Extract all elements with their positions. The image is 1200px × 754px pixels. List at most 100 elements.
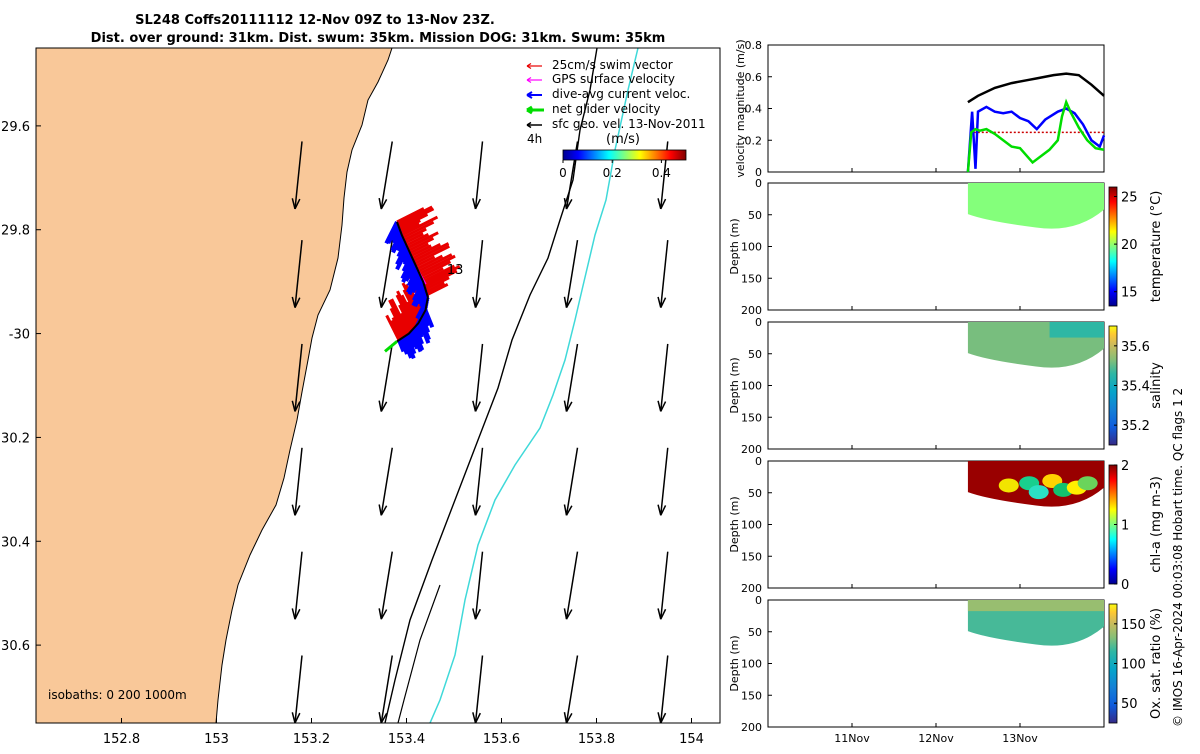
dive-avg-current-vector bbox=[411, 327, 425, 351]
legend-label: net glider velocity bbox=[552, 102, 660, 116]
section-y-tick-label: 200 bbox=[741, 582, 762, 595]
section-x-tick-label: 13Nov bbox=[1002, 732, 1038, 745]
map-x-tick-label: 153.4 bbox=[388, 732, 425, 747]
map-x-tick-label: 153 bbox=[204, 732, 229, 747]
velocity-series-line bbox=[966, 98, 1105, 173]
map-x-tick-label: 153.2 bbox=[293, 732, 330, 747]
velocity-arrow bbox=[378, 447, 393, 516]
velocity-arrow bbox=[291, 141, 303, 210]
section-colorbar-tick-label: 35.6 bbox=[1121, 340, 1150, 355]
dive-avg-current-vector bbox=[395, 247, 410, 271]
dive-avg-current-vector bbox=[396, 241, 408, 258]
section-y-tick-label: 200 bbox=[741, 721, 762, 734]
dive-avg-current-vector bbox=[406, 270, 421, 294]
map-y-tick-label: 30.2 bbox=[1, 431, 30, 446]
section-y-tick-label: 150 bbox=[741, 689, 762, 702]
section-surface-layer bbox=[967, 600, 1104, 612]
velocity-arrow bbox=[657, 551, 669, 620]
section-y-tick-label: 50 bbox=[748, 348, 762, 361]
legend-label: GPS surface velocity bbox=[552, 72, 675, 86]
track-map: 152.8 153 153.2 153.4 153.6 153.8 154 29.6 29.8 -… bbox=[1, 47, 721, 747]
dive-avg-current-vector bbox=[401, 259, 416, 283]
velocity-arrow bbox=[291, 655, 303, 723]
section-colorbar-tick-label: 0 bbox=[1121, 578, 1129, 593]
velocity-arrow bbox=[563, 655, 579, 723]
colorbar-tick-label: 0 bbox=[559, 166, 567, 180]
map-y-tick-label: 30.6 bbox=[1, 639, 30, 654]
section-y-tick-label: 200 bbox=[741, 443, 762, 456]
legend-label: 25cm/s swim vector bbox=[552, 58, 673, 72]
velocity-y-tick-label: 0 bbox=[755, 166, 762, 179]
velocity-arrow bbox=[378, 655, 393, 723]
swim-vector bbox=[412, 242, 450, 263]
velocity-axes-box bbox=[767, 44, 1105, 173]
glider-track-line bbox=[396, 221, 429, 343]
section-y-axis-label: Depth (m) bbox=[728, 635, 741, 691]
section-data-patch bbox=[998, 478, 1019, 493]
section-colorbar-label: temperature (°C) bbox=[1149, 191, 1164, 303]
legend-label: sfc geo. vel. 13-Nov-2011 bbox=[552, 117, 706, 131]
legend-sfc-geo-vel: sfc geo. vel. 13-Nov-2011 bbox=[526, 117, 706, 131]
swim-vector bbox=[425, 281, 446, 294]
dive-avg-current-vector bbox=[401, 249, 411, 263]
dive-avg-current-vector bbox=[402, 252, 412, 266]
section-y-tick-label: 50 bbox=[748, 626, 762, 639]
legend-gps-velocity: GPS surface velocity bbox=[526, 72, 675, 86]
swim-vector bbox=[390, 319, 403, 340]
swim-vector bbox=[411, 243, 441, 260]
section-surface-layer bbox=[1049, 322, 1104, 338]
swim-vector bbox=[424, 276, 450, 291]
velocity-arrow bbox=[291, 447, 303, 516]
dive-avg-current-vector bbox=[416, 322, 425, 336]
map-y-tick-label: 29.6 bbox=[1, 120, 30, 135]
dive-avg-current-vector bbox=[405, 334, 417, 355]
dive-avg-current-vector bbox=[395, 244, 409, 266]
velocity-y-tick-label: 0.2 bbox=[745, 134, 763, 147]
section-colorbar-tick-label: 35.4 bbox=[1121, 380, 1150, 395]
map-y-tick-label: -30 bbox=[9, 328, 30, 343]
velocity-arrow bbox=[657, 655, 669, 723]
velocity-arrow bbox=[378, 239, 393, 308]
legend-net-glider-velocity: net glider velocity bbox=[526, 102, 660, 116]
isobath-200m bbox=[384, 48, 598, 723]
swim-vector bbox=[403, 227, 427, 242]
swim-vector bbox=[406, 301, 420, 324]
section-colorbar-tick-label: 150 bbox=[1121, 618, 1146, 633]
section-colorbar-tick-label: 25 bbox=[1121, 191, 1138, 206]
swim-vector bbox=[385, 314, 401, 341]
section-y-tick-label: 0 bbox=[755, 594, 762, 607]
dive-avg-current-vector bbox=[399, 338, 409, 355]
isobath-200m-branch bbox=[397, 584, 441, 723]
section-colorbar-label: Ox. sat. ratio (%) bbox=[1149, 608, 1164, 719]
velocity-arrow bbox=[291, 240, 303, 308]
section-panel-temperature: 0 50 100 150 200 Depth (m) 15 20 25 temperature (… bbox=[728, 177, 1164, 317]
dive-avg-current-vector bbox=[391, 234, 404, 254]
section-data-patch bbox=[1077, 476, 1098, 491]
velocity-series-line bbox=[967, 72, 1105, 104]
dive-avg-current-vector bbox=[413, 325, 424, 345]
figure-title: SL248 Coffs20111112 12-Nov 09Z to 13-Nov… bbox=[135, 13, 495, 28]
legend-dive-avg-current: dive-avg current veloc. bbox=[526, 87, 690, 101]
section-panel-salinity: 0 50 100 150 200 Depth (m) 35.2 35.4 35.6 salinit… bbox=[728, 316, 1164, 456]
swim-vector bbox=[402, 220, 435, 239]
map-axes: 152.8 153 153.2 153.4 153.6 153.8 154 29.6 29.8 -… bbox=[1, 120, 704, 747]
section-y-tick-label: 50 bbox=[748, 209, 762, 222]
velocity-y-axis-label: velocity magnitude (m/s) bbox=[734, 39, 747, 177]
speed-colorbar bbox=[562, 149, 687, 161]
map-x-tick-label: 153.6 bbox=[483, 732, 520, 747]
section-colorbar-tick-label: 20 bbox=[1121, 238, 1138, 253]
velocity-y-tick-label: 0.6 bbox=[745, 71, 763, 84]
swim-vector bbox=[416, 254, 444, 271]
section-y-tick-label: 100 bbox=[741, 241, 762, 254]
velocity-arrow bbox=[563, 447, 579, 516]
section-data-patch bbox=[1028, 485, 1049, 500]
velocity-series-line bbox=[966, 105, 1106, 173]
map-x-tick-label: 153.8 bbox=[578, 732, 615, 747]
swim-vector bbox=[399, 312, 412, 333]
swim-vector bbox=[400, 222, 420, 235]
swim-vector bbox=[399, 219, 421, 232]
section-y-tick-label: 0 bbox=[755, 455, 762, 468]
